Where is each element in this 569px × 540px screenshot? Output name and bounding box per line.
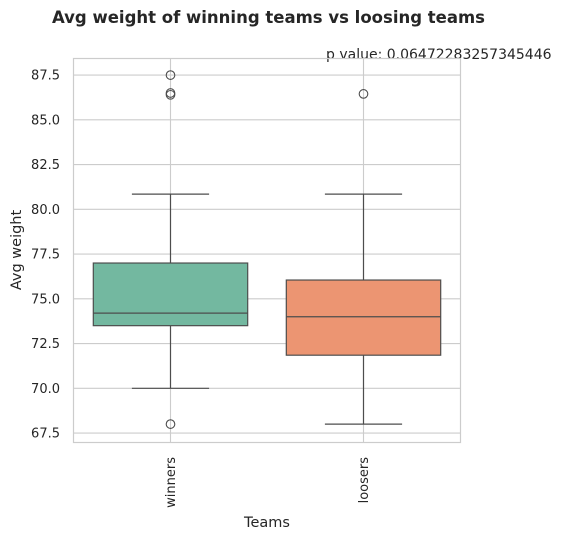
y-tick-labels: 67.5 70.0 72.5 75.0 77.5 80.0 82.5 85.0 87.5 (31, 69, 60, 442)
boxes (92, 70, 442, 429)
y-tick-label: 75.0 (31, 292, 60, 307)
iqr-box (92, 262, 249, 327)
p-value-annotation: p value: 0.06472283257345446 (326, 47, 552, 63)
x-tick-label: loosers (357, 457, 372, 504)
y-tick-label: 77.5 (31, 248, 60, 263)
iqr-box (285, 279, 442, 356)
y-tick-label: 82.5 (31, 158, 60, 173)
x-tick-label: winners (164, 457, 179, 508)
y-tick-label: 70.0 (31, 382, 60, 397)
y-tick-label: 85.0 (31, 113, 60, 128)
y-tick-label: 80.0 (31, 203, 60, 218)
grid-lines (74, 59, 460, 442)
y-tick-label: 67.5 (31, 427, 60, 442)
outlier-point (358, 89, 369, 99)
y-axis-label: Avg weight (9, 210, 25, 291)
y-tick-label: 87.5 (31, 69, 60, 84)
x-axis-label: Teams (243, 515, 290, 531)
box-winners (92, 70, 249, 429)
y-tick-label: 72.5 (31, 337, 60, 352)
chart-title: Avg weight of winning teams vs loosing t… (52, 8, 485, 27)
box-loosers (285, 89, 442, 425)
outlier-point (165, 88, 176, 98)
x-tick-labels: winners loosers (164, 457, 372, 508)
outlier-point (165, 70, 176, 80)
plot-frame (72, 57, 462, 444)
outlier-point (165, 419, 176, 429)
